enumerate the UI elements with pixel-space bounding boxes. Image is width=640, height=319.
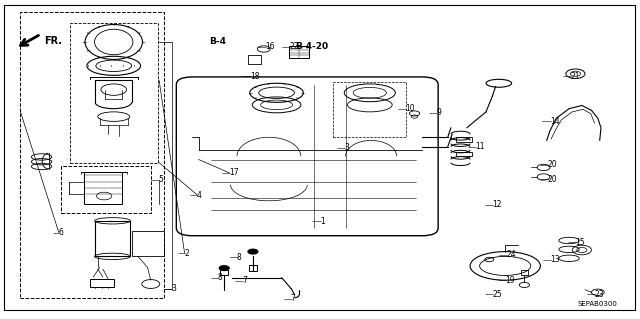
Text: 24: 24	[506, 250, 516, 259]
Circle shape	[248, 249, 258, 254]
Text: 7: 7	[242, 276, 247, 285]
Bar	[456, 137, 472, 142]
Text: 13: 13	[550, 255, 559, 264]
Bar	[90, 278, 115, 286]
Text: 19: 19	[505, 276, 515, 285]
Bar	[70, 23, 158, 163]
Text: 20: 20	[547, 160, 557, 169]
Bar	[132, 231, 164, 256]
Bar	[333, 82, 406, 137]
Text: 16: 16	[265, 42, 275, 51]
Text: 22: 22	[289, 42, 299, 51]
Text: 6: 6	[58, 228, 63, 237]
Text: 17: 17	[229, 168, 239, 177]
Text: 18: 18	[250, 72, 259, 81]
Text: 11: 11	[475, 142, 484, 151]
Text: 1: 1	[320, 217, 324, 226]
Bar	[220, 270, 228, 275]
Bar	[248, 55, 261, 64]
Text: 5: 5	[159, 175, 163, 184]
Text: 8: 8	[237, 253, 242, 262]
Text: 3: 3	[344, 143, 349, 152]
Text: FR.: FR.	[44, 36, 62, 46]
Text: 8: 8	[218, 273, 223, 282]
Text: 7: 7	[290, 294, 295, 303]
Bar	[520, 270, 528, 275]
Text: 4: 4	[196, 190, 202, 200]
Bar	[456, 152, 472, 156]
Text: 12: 12	[492, 200, 502, 209]
Text: 15: 15	[575, 238, 585, 247]
Text: 10: 10	[406, 104, 415, 113]
Text: 20: 20	[547, 175, 557, 184]
Text: 21: 21	[570, 72, 580, 81]
Text: 9: 9	[436, 108, 441, 117]
Bar	[95, 221, 131, 256]
Text: 25: 25	[492, 290, 502, 299]
Circle shape	[219, 266, 229, 271]
Text: 23: 23	[595, 290, 604, 299]
Text: B-4-20: B-4-20	[295, 42, 328, 51]
Text: B-4: B-4	[209, 38, 227, 47]
Bar	[84, 172, 122, 204]
Bar	[20, 12, 164, 298]
Text: SEPAB0300: SEPAB0300	[577, 301, 617, 307]
Bar	[289, 46, 308, 58]
Text: 14: 14	[550, 117, 559, 126]
Text: 2: 2	[184, 249, 189, 258]
Bar	[61, 166, 151, 213]
Bar	[249, 265, 257, 271]
Text: 3: 3	[172, 284, 176, 293]
